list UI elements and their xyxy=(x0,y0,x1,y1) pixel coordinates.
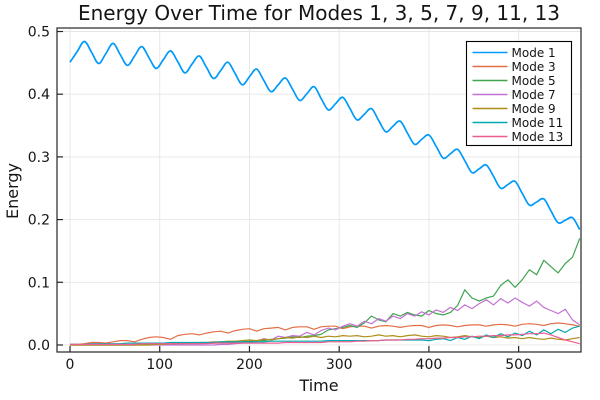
y-tick-label: 0.0 xyxy=(28,338,50,354)
legend-label-mode-7: Mode 7 xyxy=(512,88,556,102)
series-line-mode-1 xyxy=(69,40,581,231)
series-line-mode-3 xyxy=(70,322,580,345)
legend-label-mode-3: Mode 3 xyxy=(512,60,556,74)
x-tick-label: 500 xyxy=(505,357,532,373)
y-tick-label: 0.5 xyxy=(28,25,50,41)
chart-title: Energy Over Time for Modes 1, 3, 5, 7, 9… xyxy=(77,1,561,25)
legend-label-mode-9: Mode 9 xyxy=(512,102,556,116)
x-tick-label: 0 xyxy=(66,357,75,373)
x-tick-label: 200 xyxy=(236,357,263,373)
legend-label-mode-13: Mode 13 xyxy=(512,130,564,144)
y-tick-label: 0.4 xyxy=(28,87,50,103)
x-tick-label: 100 xyxy=(146,357,173,373)
axis-frame xyxy=(56,27,582,353)
legend-box xyxy=(465,40,573,147)
x-axis-label: Time xyxy=(299,376,339,395)
y-tick-label: 0.3 xyxy=(28,150,50,166)
legend-label-mode-5: Mode 5 xyxy=(512,74,556,88)
legend-label-mode-1: Mode 1 xyxy=(512,46,556,60)
y-axis-label: Energy xyxy=(3,163,22,220)
series-line-mode-13 xyxy=(70,332,580,345)
x-tick-label: 300 xyxy=(326,357,353,373)
y-tick-label: 0.2 xyxy=(28,213,50,229)
x-tick-label: 400 xyxy=(416,357,443,373)
y-tick-label: 0.1 xyxy=(28,275,50,291)
legend-label-mode-11: Mode 11 xyxy=(512,116,564,130)
